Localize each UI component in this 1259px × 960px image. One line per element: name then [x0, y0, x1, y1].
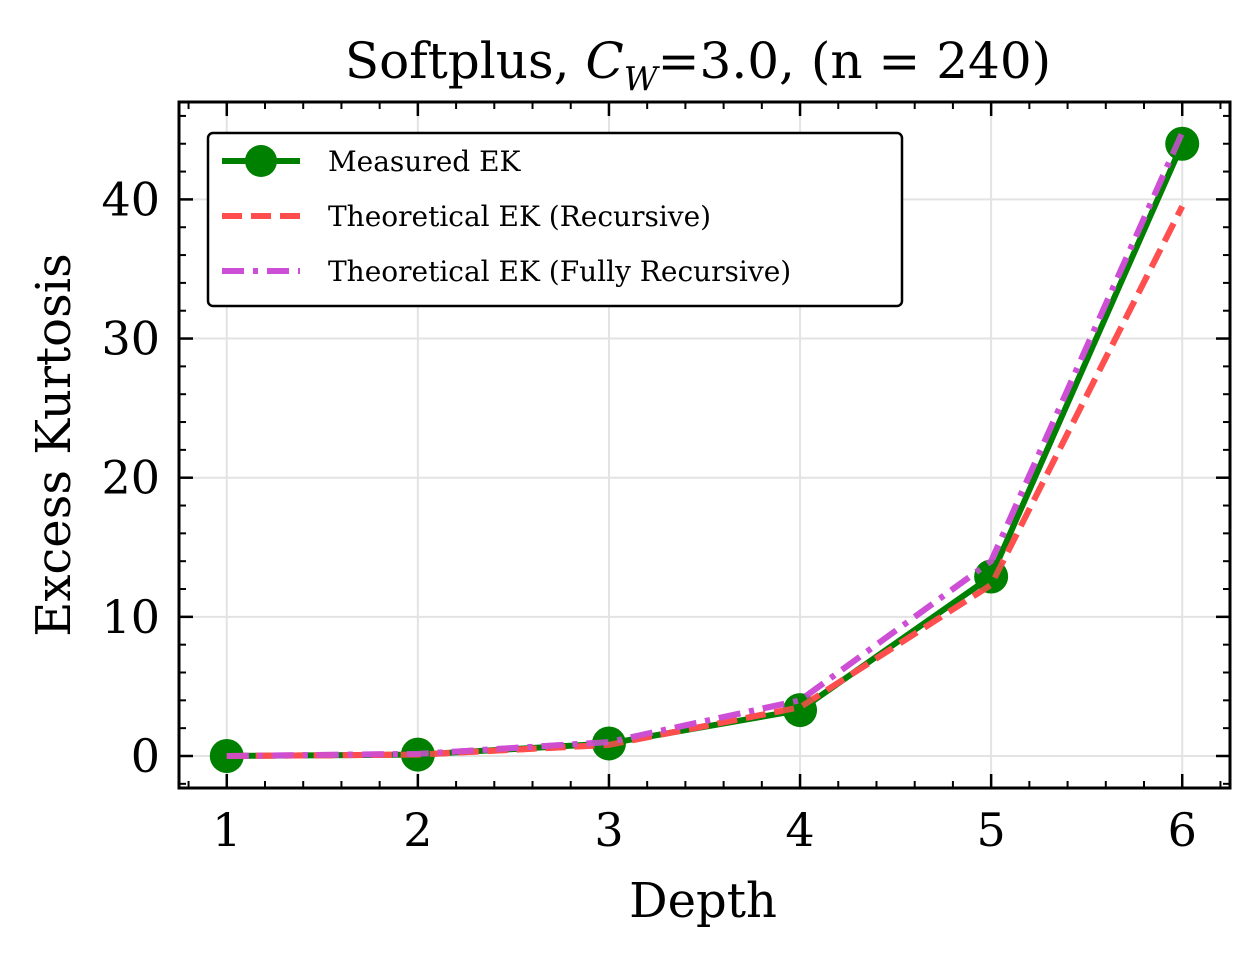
y-tick-label: 40 — [101, 172, 160, 226]
x-tick-label: 3 — [594, 803, 623, 857]
plot-frame — [177, 100, 1232, 790]
markers — [209, 126, 1200, 773]
title-variable: C — [585, 32, 623, 90]
legend-label-3: Theoretical EK (Fully Recursive) — [328, 255, 791, 288]
x-axis-label: Depth — [629, 873, 777, 929]
legend-label-1: Measured EK — [328, 145, 522, 178]
tick-labels: 1 2 3 4 5 6 0 10 20 30 40 — [101, 172, 1196, 857]
x-tick-label: 6 — [1168, 803, 1197, 857]
data-point — [1165, 126, 1200, 161]
x-tick-label: 1 — [212, 803, 241, 857]
legend-marker — [245, 145, 277, 177]
x-tick-label: 4 — [785, 803, 814, 857]
y-tick-label: 10 — [101, 590, 160, 644]
title-suffix: =3.0, (n = 240) — [658, 32, 1052, 90]
y-tick-label: 30 — [101, 312, 160, 366]
y-axis-label: Excess Kurtosis — [26, 253, 82, 636]
legend-label-2: Theoretical EK (Recursive) — [328, 200, 711, 233]
title-subscript: W — [624, 59, 661, 98]
y-tick-label: 20 — [101, 451, 160, 505]
chart-title: Softplus, CW=3.0, (n = 240) — [345, 32, 1051, 98]
legend-box — [206, 131, 904, 308]
x-tick-label: 5 — [976, 803, 1005, 857]
legend: Measured EK Theoretical EK (Recursive) The… — [206, 131, 904, 308]
x-tick-label: 2 — [403, 803, 432, 857]
title-prefix: Softplus, — [345, 32, 586, 90]
y-tick-label: 0 — [131, 729, 160, 783]
series-line-overlay-2 — [226, 205, 1185, 759]
